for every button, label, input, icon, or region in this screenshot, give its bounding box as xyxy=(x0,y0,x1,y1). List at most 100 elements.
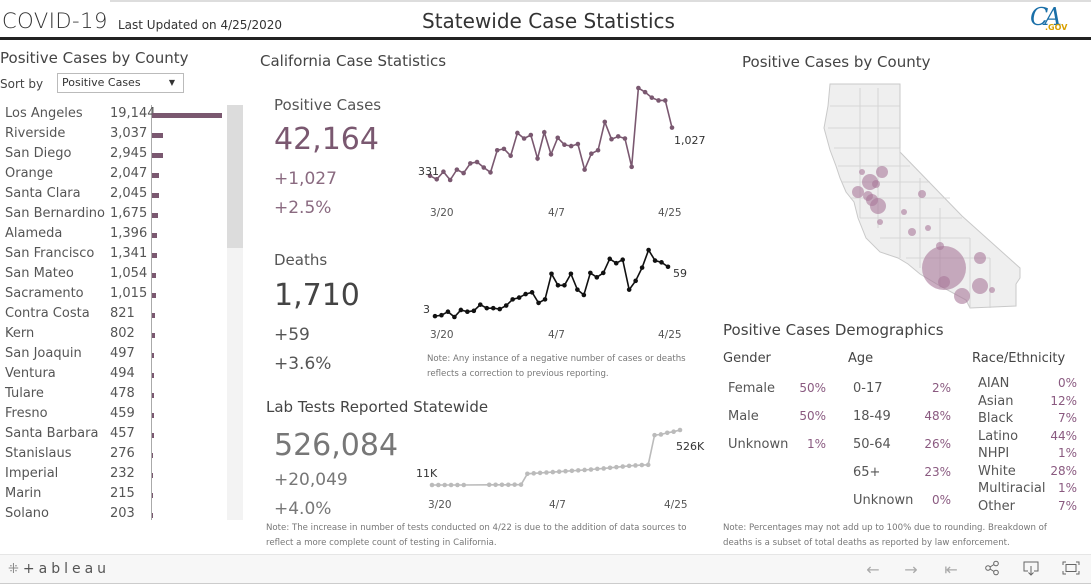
data-point[interactable] xyxy=(455,482,460,488)
data-point[interactable] xyxy=(620,257,625,262)
positive-cases-sparkline[interactable] xyxy=(427,85,675,188)
data-point[interactable] xyxy=(535,156,540,161)
data-point[interactable] xyxy=(575,468,581,473)
county-row[interactable]: San Francisco 1,341 xyxy=(0,245,225,265)
data-point[interactable] xyxy=(664,430,670,436)
county-row[interactable]: Solano 203 xyxy=(0,505,225,520)
data-point[interactable] xyxy=(613,260,619,266)
lab-tests-sparkline[interactable] xyxy=(429,427,683,490)
data-point[interactable] xyxy=(494,147,500,153)
county-row[interactable]: Kern 802 xyxy=(0,325,225,345)
data-point[interactable] xyxy=(550,469,556,475)
data-point[interactable] xyxy=(656,98,661,103)
county-row[interactable]: Ventura 494 xyxy=(0,365,225,385)
data-point[interactable] xyxy=(563,468,568,474)
data-point[interactable] xyxy=(427,173,433,179)
undo-icon[interactable]: ← xyxy=(866,560,880,579)
county-bubble[interactable] xyxy=(989,287,995,293)
data-point[interactable] xyxy=(548,152,554,157)
data-point[interactable] xyxy=(493,482,498,488)
data-point[interactable] xyxy=(639,265,645,270)
scrollbar-thumb[interactable] xyxy=(227,105,243,248)
data-point[interactable] xyxy=(669,125,675,130)
data-point[interactable] xyxy=(575,287,580,292)
data-point[interactable] xyxy=(506,482,511,488)
data-point[interactable] xyxy=(582,167,587,172)
data-point[interactable] xyxy=(633,463,638,468)
data-point[interactable] xyxy=(602,119,608,125)
data-point[interactable] xyxy=(594,275,600,280)
data-point[interactable] xyxy=(501,146,507,152)
data-point[interactable] xyxy=(461,482,467,488)
data-point[interactable] xyxy=(562,282,567,288)
county-row[interactable]: Orange 2,047 xyxy=(0,165,225,185)
data-point[interactable] xyxy=(429,482,435,488)
data-point[interactable] xyxy=(544,470,549,475)
data-point[interactable] xyxy=(662,98,668,103)
data-point[interactable] xyxy=(465,309,470,315)
data-point[interactable] xyxy=(626,287,632,292)
data-point[interactable] xyxy=(445,309,451,315)
county-bubble[interactable] xyxy=(876,166,888,178)
data-point[interactable] xyxy=(503,303,509,308)
data-point[interactable] xyxy=(536,300,541,306)
county-bubble[interactable] xyxy=(877,219,883,225)
data-point[interactable] xyxy=(518,482,524,487)
county-row[interactable]: Marin 215 xyxy=(0,485,225,505)
download-icon[interactable] xyxy=(1020,560,1042,580)
data-point[interactable] xyxy=(541,129,547,135)
county-bubble[interactable] xyxy=(922,246,966,290)
data-point[interactable] xyxy=(622,136,628,141)
data-point[interactable] xyxy=(629,164,634,170)
data-point[interactable] xyxy=(458,307,464,313)
county-bubble[interactable] xyxy=(936,242,944,250)
fullscreen-icon[interactable] xyxy=(1060,560,1082,579)
data-point[interactable] xyxy=(588,467,594,472)
data-point[interactable] xyxy=(620,464,626,469)
county-bubble[interactable] xyxy=(925,225,931,231)
county-row[interactable]: Tulare 478 xyxy=(0,385,225,405)
data-point[interactable] xyxy=(582,467,587,473)
data-point[interactable] xyxy=(659,260,664,265)
data-point[interactable] xyxy=(601,466,606,471)
data-point[interactable] xyxy=(486,482,492,488)
county-bubble[interactable] xyxy=(918,190,926,198)
data-point[interactable] xyxy=(652,258,658,263)
data-point[interactable] xyxy=(436,482,441,488)
data-point[interactable] xyxy=(665,264,671,270)
data-point[interactable] xyxy=(575,141,581,147)
data-point[interactable] xyxy=(645,462,651,468)
data-point[interactable] xyxy=(626,463,632,469)
county-bubble[interactable] xyxy=(859,169,865,175)
county-row[interactable]: Fresno 459 xyxy=(0,405,225,425)
data-point[interactable] xyxy=(525,471,530,477)
county-row[interactable]: Riverside 3,037 xyxy=(0,125,225,145)
share-icon[interactable] xyxy=(981,560,1003,580)
county-row[interactable]: Santa Clara 2,045 xyxy=(0,185,225,205)
county-bubble[interactable] xyxy=(870,198,886,214)
county-bubble[interactable] xyxy=(974,252,986,264)
county-row[interactable]: Stanislaus 276 xyxy=(0,445,225,465)
data-point[interactable] xyxy=(671,429,676,435)
data-point[interactable] xyxy=(562,142,567,148)
data-point[interactable] xyxy=(568,143,574,149)
data-point[interactable] xyxy=(490,305,496,311)
data-point[interactable] xyxy=(555,282,561,288)
county-row[interactable]: Santa Barbara 457 xyxy=(0,425,225,445)
data-point[interactable] xyxy=(556,469,562,474)
data-point[interactable] xyxy=(607,256,613,262)
county-bubble[interactable] xyxy=(972,278,988,294)
county-row[interactable]: San Mateo 1,054 xyxy=(0,265,225,285)
data-point[interactable] xyxy=(595,147,601,153)
county-bubble[interactable] xyxy=(908,228,916,236)
data-point[interactable] xyxy=(454,167,460,172)
data-point[interactable] xyxy=(474,159,480,165)
deaths-sparkline[interactable] xyxy=(432,247,671,320)
county-bubble[interactable] xyxy=(863,191,873,201)
data-point[interactable] xyxy=(649,95,655,100)
county-row[interactable]: Alameda 1,396 xyxy=(0,225,225,245)
county-bubble[interactable] xyxy=(852,186,864,198)
data-point[interactable] xyxy=(549,271,554,277)
county-bubble[interactable] xyxy=(872,180,880,188)
data-point[interactable] xyxy=(434,177,440,182)
